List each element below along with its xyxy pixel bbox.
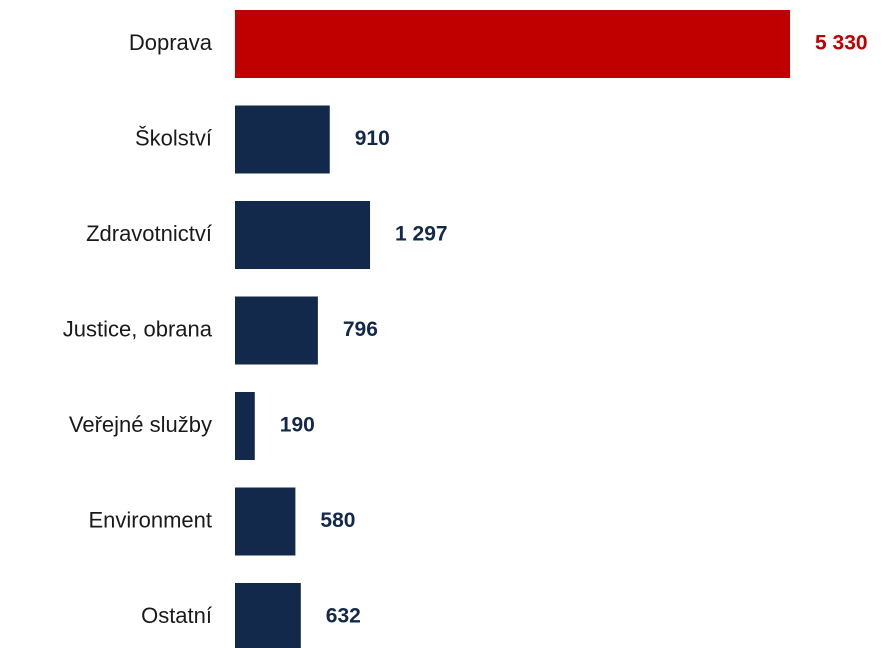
- category-label: Justice, obrana: [63, 316, 213, 341]
- category-label: Školství: [135, 125, 212, 150]
- category-label: Environment: [88, 507, 212, 532]
- category-label: Veřejné služby: [69, 412, 212, 437]
- value-label: 796: [343, 318, 378, 341]
- value-label: 5 330: [815, 32, 868, 55]
- bar: [235, 10, 790, 78]
- bar: [235, 392, 255, 460]
- category-label: Zdravotnictví: [86, 221, 212, 246]
- value-label: 580: [320, 509, 355, 532]
- value-label: 910: [355, 127, 390, 150]
- value-label: 632: [326, 605, 361, 628]
- bar: [235, 105, 330, 174]
- category-label: Ostatní: [141, 603, 212, 628]
- bar: [235, 487, 296, 556]
- bar: [235, 201, 371, 269]
- value-label: 1 297: [395, 223, 448, 246]
- category-label: Doprava: [129, 30, 213, 55]
- value-label: 190: [280, 414, 315, 437]
- bar: [235, 296, 318, 365]
- bar: [235, 583, 301, 648]
